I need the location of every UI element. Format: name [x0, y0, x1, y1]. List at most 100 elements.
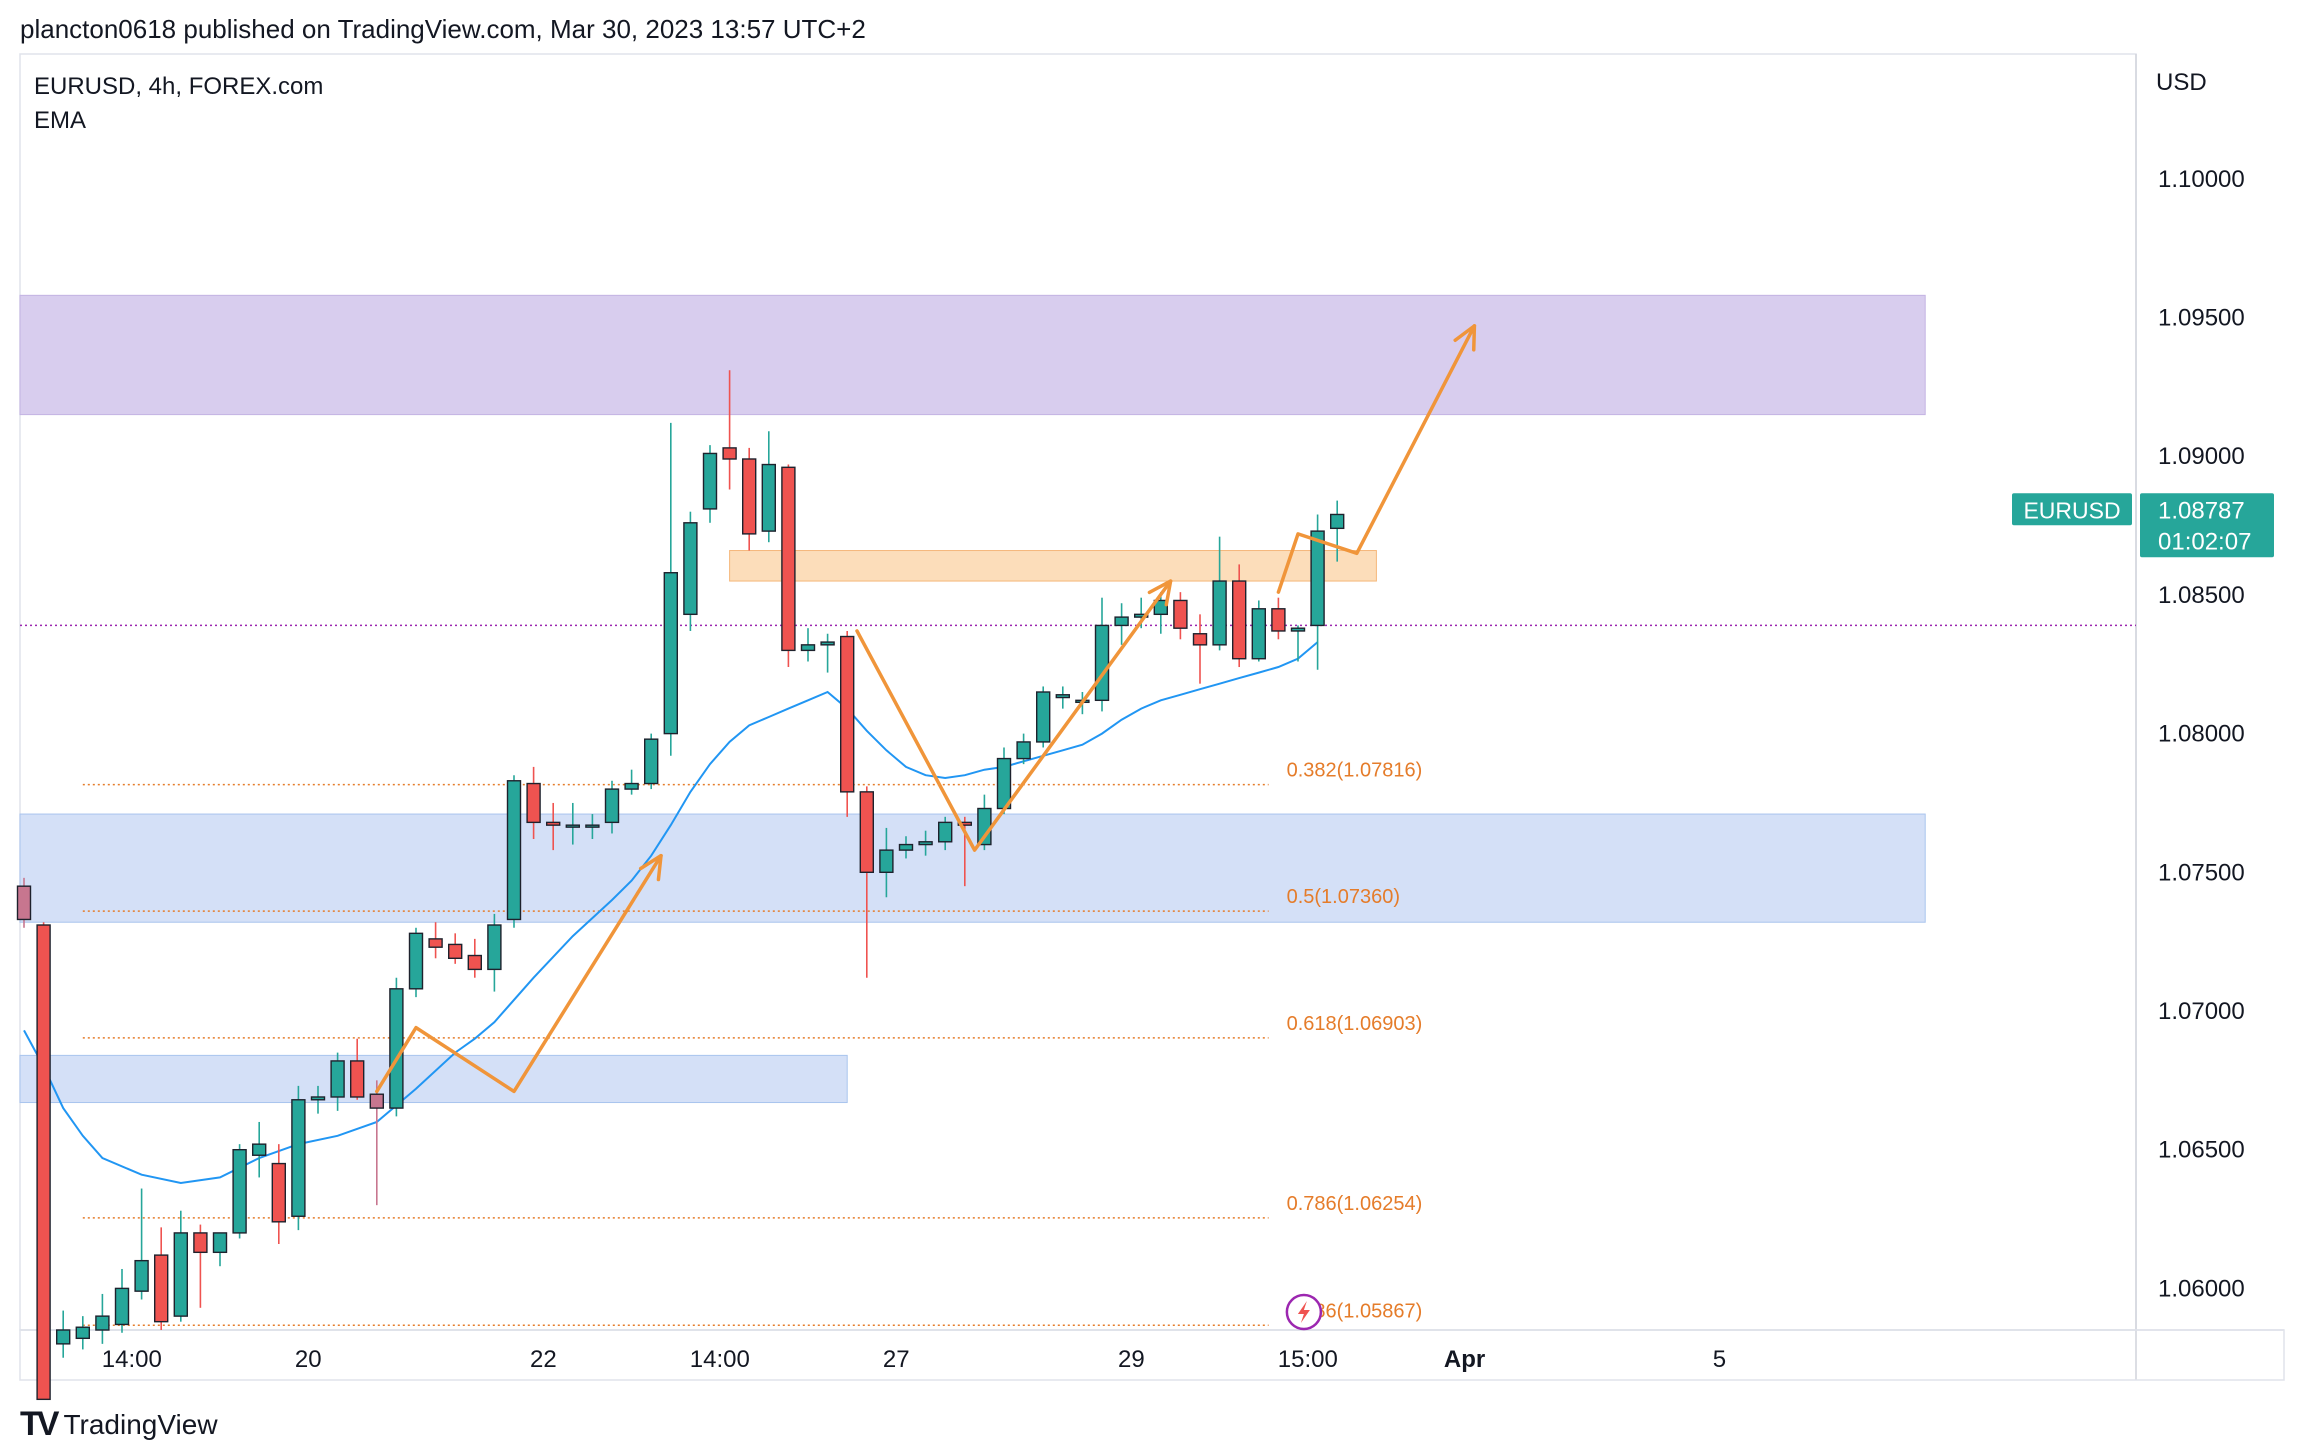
candles-layer[interactable]	[16, 370, 1345, 1401]
time-tick-label: 22	[530, 1346, 557, 1373]
price-tick-label: 1.09000	[2158, 443, 2245, 470]
fib-level-label: 0.382(1.07816)	[1287, 760, 1423, 782]
price-tick-label: 1.06500	[2158, 1137, 2245, 1164]
candle-body	[251, 1143, 267, 1156]
candle	[467, 938, 482, 978]
candle-body	[1212, 580, 1227, 646]
candle-body	[702, 452, 718, 510]
candle-body	[722, 447, 737, 460]
candle	[487, 913, 502, 992]
price-tick-label: 1.07000	[2158, 998, 2245, 1025]
candle-body	[369, 1093, 384, 1109]
candle-body	[644, 738, 659, 785]
last-price-badge	[2140, 493, 2274, 558]
tradingview-logo-icon: TV	[20, 1405, 60, 1443]
candle	[75, 1316, 91, 1350]
candle-body	[604, 788, 620, 824]
candle-body	[487, 924, 502, 971]
candle	[153, 1227, 169, 1330]
candle	[722, 370, 737, 490]
time-tick-label: 5	[1713, 1346, 1726, 1373]
candle	[781, 464, 796, 668]
candle	[761, 431, 776, 543]
candle-body	[957, 821, 972, 826]
candle-body	[1035, 691, 1051, 743]
candle	[1016, 733, 1031, 765]
candle	[16, 877, 32, 928]
arrowhead-icon	[1147, 579, 1173, 607]
candle	[428, 922, 443, 959]
fib-level-label: 0.618(1.06903)	[1287, 1013, 1423, 1035]
candle-body	[193, 1232, 208, 1254]
demand-zone	[19, 813, 1926, 923]
candle	[1055, 686, 1071, 709]
candle	[1251, 600, 1267, 662]
time-tick-label: Apr	[1444, 1346, 1485, 1373]
axis-layer: 1.10000 1.09500 1.09000 1.08500 1.08000 1.075…	[102, 166, 2245, 1373]
candle-body	[663, 572, 678, 735]
candle	[702, 445, 718, 523]
candle	[291, 1085, 306, 1231]
candle-body	[448, 943, 463, 959]
candle-body	[95, 1315, 110, 1331]
candle	[585, 814, 600, 840]
candle	[546, 802, 561, 851]
candle	[389, 977, 404, 1117]
candle	[56, 1310, 71, 1358]
candle	[408, 927, 424, 998]
candle-body	[1016, 741, 1031, 760]
candle	[271, 1144, 286, 1245]
candle	[1173, 592, 1188, 640]
candle	[898, 836, 914, 859]
zones-layer	[19, 294, 1926, 1104]
supply-zone	[19, 294, 1926, 416]
candle	[859, 786, 874, 978]
candle	[644, 733, 659, 790]
candle-body	[232, 1148, 247, 1234]
candle-body	[683, 522, 698, 616]
candle	[1153, 592, 1169, 634]
candle-body	[761, 463, 776, 532]
price-tick-label: 1.07500	[2158, 859, 2245, 886]
candle-body	[1310, 530, 1325, 627]
candle	[448, 933, 463, 964]
candle	[820, 633, 835, 673]
candle-body	[173, 1232, 189, 1317]
annotation-arrow-path	[855, 579, 1173, 852]
candle	[683, 511, 698, 631]
candle-body	[350, 1060, 365, 1098]
candle	[604, 780, 620, 834]
candle-body	[1329, 513, 1345, 530]
candle	[1192, 614, 1208, 684]
last-price-layer: EURUSD 1.08787 01:02:07	[2012, 493, 2274, 558]
candle-body	[408, 932, 424, 990]
time-axis-frame	[19, 1329, 2285, 1381]
candle-body	[271, 1162, 286, 1223]
candle-body	[1231, 580, 1247, 660]
candle	[1329, 500, 1345, 562]
candle-body	[820, 641, 835, 646]
candle	[918, 830, 933, 856]
candle-body	[546, 821, 561, 826]
arrowhead-icon	[1453, 324, 1477, 352]
candle	[173, 1210, 189, 1322]
currency-label: USD	[2156, 69, 2207, 96]
annotation-layer[interactable]	[375, 324, 1477, 1094]
candle-body	[36, 924, 51, 1401]
candle	[506, 775, 522, 928]
candle	[1290, 625, 1306, 662]
candle	[310, 1085, 326, 1114]
footer: TV TradingView	[20, 1405, 218, 1444]
candle-body	[389, 988, 404, 1109]
published-line: plancton0618 published on TradingView.co…	[20, 14, 866, 44]
candle-body	[898, 843, 914, 851]
last-price-value: 1.08787	[2158, 497, 2245, 524]
candle	[663, 422, 678, 756]
marker-layer[interactable]	[1285, 1293, 1323, 1331]
bar-countdown: 01:02:07	[2158, 528, 2251, 555]
candle-body	[1192, 633, 1208, 646]
candle-body	[56, 1329, 71, 1345]
candle	[95, 1293, 110, 1344]
annotation-arrow-path	[1276, 324, 1477, 594]
